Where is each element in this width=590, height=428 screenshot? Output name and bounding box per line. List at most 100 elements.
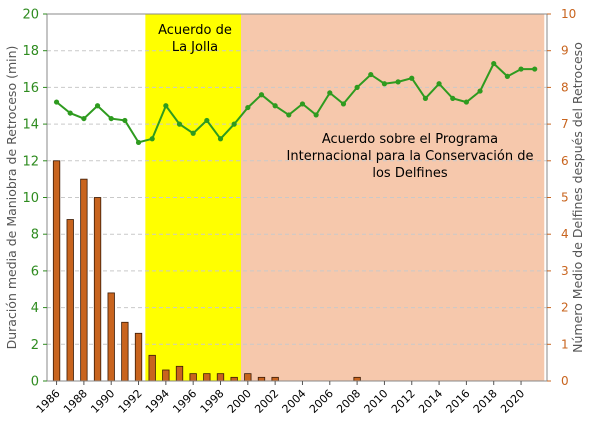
x-tick-label: 2018 [471, 387, 500, 416]
line-point-2002 [272, 103, 278, 109]
right-tick-label: 8 [561, 80, 569, 94]
bar-2001 [257, 376, 266, 382]
line-point-2010 [381, 81, 388, 87]
x-tick-label: 1998 [198, 387, 227, 416]
left-tick-label: 20 [22, 8, 39, 23]
right-tick-label: 4 [561, 227, 569, 241]
right-tick-label: 9 [561, 44, 569, 58]
region-annotation-1: los Delfines [372, 166, 448, 181]
line-point-1999 [231, 121, 237, 127]
line-point-1989 [94, 103, 101, 109]
line-point-1986 [53, 99, 60, 105]
left-tick-label: 8 [31, 228, 39, 243]
bar-1988 [80, 178, 88, 382]
bar-1987 [66, 219, 74, 382]
region-annotation-1: Acuerdo sobre el Programa [322, 132, 498, 147]
bar-1992 [134, 332, 143, 382]
bar-1999 [230, 376, 238, 382]
line-point-2003 [286, 112, 292, 118]
line-point-1992 [135, 139, 142, 146]
y-axis-label-left: Duración media de Maniobra de Retroceso … [4, 46, 19, 350]
left-tick-label: 10 [22, 191, 39, 206]
bar-1989 [93, 197, 102, 382]
left-tick-label: 4 [31, 301, 39, 316]
line-point-2004 [299, 101, 306, 107]
x-tick-label: 2014 [416, 387, 445, 416]
line-series [53, 60, 538, 146]
line-point-2007 [340, 101, 347, 107]
line-point-2021 [532, 66, 538, 72]
x-tick-label: 1990 [88, 387, 117, 416]
line-point-1995 [176, 121, 183, 127]
x-tick-label: 1996 [170, 387, 199, 416]
bar-2008 [353, 376, 361, 382]
line-point-1991 [122, 117, 128, 124]
line-point-2016 [463, 99, 469, 105]
line-point-1987 [67, 110, 73, 116]
bar-1993 [148, 354, 156, 382]
bar-1990 [107, 292, 115, 382]
bar-1991 [121, 321, 129, 382]
left-tick-label: 16 [22, 81, 39, 96]
right-tick-label: 7 [561, 117, 569, 131]
x-tick-label: 2010 [362, 387, 391, 416]
left-tick-label: 0 [31, 375, 39, 390]
axis-labels: Duración media de Maniobra de Retroceso … [4, 42, 585, 353]
line-point-2014 [436, 81, 442, 87]
right-tick-label: 2 [561, 301, 569, 315]
line-point-2012 [409, 75, 415, 81]
line-point-2001 [258, 92, 265, 98]
left-tick-label: 14 [22, 118, 39, 133]
left-tick-label: 12 [22, 154, 39, 169]
x-tick-label: 2008 [334, 387, 363, 416]
bar-1997 [203, 373, 211, 382]
x-tick-label: 2020 [498, 387, 527, 416]
bar-1998 [216, 373, 225, 382]
left-tick-label: 18 [22, 44, 39, 59]
x-tick-label: 2002 [252, 387, 281, 416]
right-tick-label: 6 [561, 154, 569, 168]
line-point-2006 [327, 90, 333, 96]
bar-2002 [271, 376, 279, 382]
line-point-2013 [422, 95, 429, 102]
right-tick-label: 1 [561, 337, 569, 351]
line-point-2008 [354, 84, 360, 90]
x-tick-label: 1994 [143, 387, 172, 416]
x-tick-label: 1992 [116, 387, 145, 416]
y-axis-label-right: Número Medio de Delfines después del Ret… [570, 42, 585, 353]
x-tick-label: 2004 [280, 387, 309, 416]
line-point-1988 [81, 115, 87, 122]
line-point-2009 [368, 71, 374, 78]
line-point-2020 [518, 66, 524, 72]
right-tick-label: 5 [561, 191, 569, 205]
line-point-2005 [313, 112, 319, 118]
region-annotation-0: La Jolla [172, 40, 218, 55]
line-point-1996 [190, 130, 196, 136]
region-annotation-1: Internacional para la Conservación de [287, 149, 534, 164]
annotations: Acuerdo de La Jolla Acuerdo sobre el Progr… [158, 23, 533, 181]
line-point-2000 [245, 104, 251, 111]
left-tick-label: 2 [31, 338, 39, 353]
bar-2000 [244, 373, 252, 382]
bar-1996 [189, 373, 197, 382]
x-tick-label: 1986 [34, 387, 63, 416]
region-annotation-0: Acuerdo de [158, 23, 232, 38]
x-tick-label: 2016 [444, 387, 473, 416]
line-point-1997 [204, 117, 210, 124]
left-tick-label: 6 [31, 264, 39, 279]
right-tick-label: 10 [561, 7, 576, 21]
x-tick-label: 2000 [225, 387, 254, 416]
bar-1994 [162, 369, 170, 382]
line-point-1990 [108, 115, 114, 122]
right-tick-label: 3 [561, 264, 569, 278]
line-point-2018 [491, 60, 497, 67]
bar-1986 [52, 160, 61, 382]
line-point-2011 [395, 79, 401, 85]
line-point-1993 [149, 136, 155, 142]
line-point-1994 [163, 103, 169, 109]
x-tick-label: 2006 [307, 387, 336, 416]
line-point-1998 [217, 136, 224, 142]
x-tick-label: 2012 [389, 387, 418, 416]
x-tick-label: 1988 [61, 387, 90, 416]
